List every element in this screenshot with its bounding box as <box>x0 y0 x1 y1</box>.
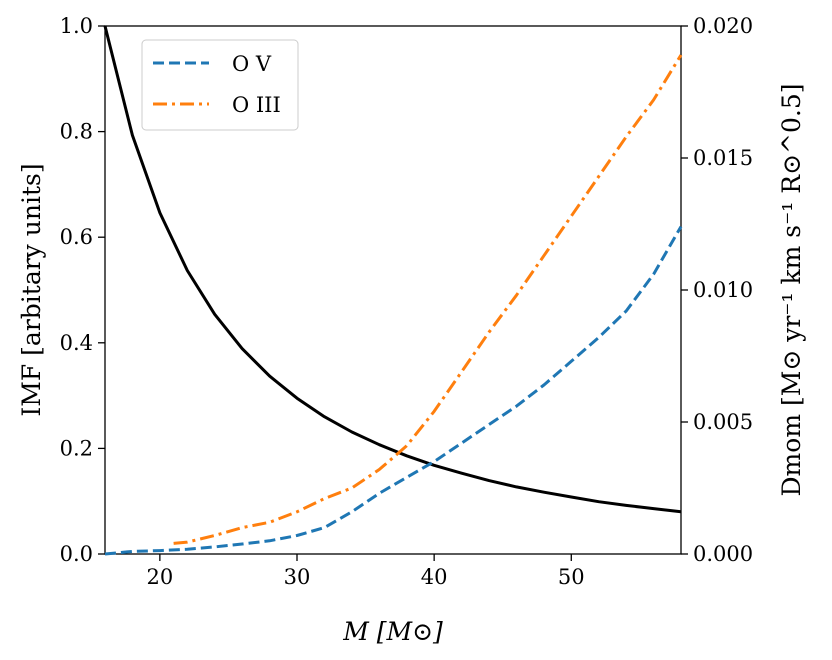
series-lines <box>103 25 683 556</box>
y-right-tick-label: 0.000 <box>693 542 753 566</box>
legend-label-oiii: O III <box>232 93 281 117</box>
x-axis-ticks: 20 30 40 50 <box>146 554 585 589</box>
y-left-tick-label: 0.0 <box>60 542 93 566</box>
series-line-1 <box>104 225 683 556</box>
y-axis-right-title: Dmom [M⊙ yr⁻¹ km s⁻¹ R⊙^0.5] <box>777 84 806 497</box>
series-line-0 <box>103 25 682 514</box>
y-axis-right-ticks: 0.000 0.005 0.010 0.015 0.020 <box>681 14 753 566</box>
y-left-tick-label: 0.6 <box>60 225 93 249</box>
y-left-tick-label: 0.8 <box>60 120 93 144</box>
y-axis-left-title: IMF [arbitary units] <box>17 163 46 416</box>
legend: O V O III <box>141 39 299 131</box>
y-axis-left-ticks: 0.0 0.2 0.4 0.6 0.8 1.0 <box>60 14 105 566</box>
x-tick-label: 30 <box>284 565 311 589</box>
y-right-tick-label: 0.010 <box>693 278 753 302</box>
y-right-tick-label: 0.015 <box>693 146 753 170</box>
x-tick-label: 40 <box>421 565 448 589</box>
legend-box <box>141 39 299 131</box>
x-tick-label: 20 <box>146 565 173 589</box>
x-tick-label: 50 <box>558 565 585 589</box>
y-right-tick-label: 0.005 <box>693 410 753 434</box>
legend-label-ov: O V <box>232 52 272 76</box>
y-right-tick-label: 0.020 <box>693 14 753 38</box>
series-line-2 <box>173 54 683 545</box>
y-left-tick-label: 1.0 <box>60 14 93 38</box>
y-left-tick-label: 0.4 <box>60 331 93 355</box>
y-left-tick-label: 0.2 <box>60 436 93 460</box>
x-axis-title: M [M⊙] <box>342 617 443 646</box>
